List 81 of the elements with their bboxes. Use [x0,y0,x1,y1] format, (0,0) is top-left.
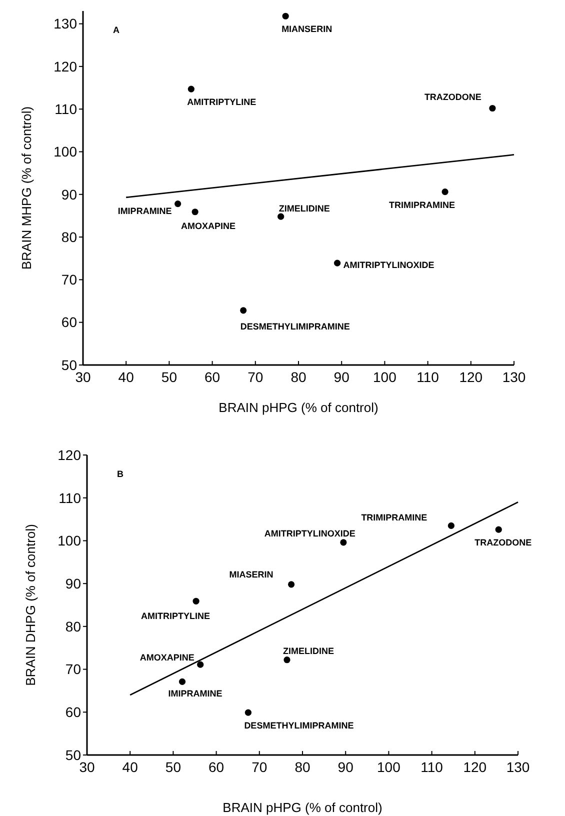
y-tick-label: 60 [61,314,78,330]
y-tick-label: 100 [54,144,78,160]
x-tick-label: 80 [290,369,306,385]
annotation: DESMETHYLIMIPRAMINE [240,321,350,332]
x-tick-label: 90 [334,369,350,385]
annotation: AMOXAPINE [140,652,194,663]
y-tick-label: 70 [61,272,78,288]
annotation: AMITRIPTYLINOXIDE [343,260,434,270]
y-tick-label: 130 [54,16,78,32]
y-tick-label: 120 [54,58,78,74]
annotation: B [117,469,124,479]
y-tick-label: 50 [65,746,82,763]
point [174,200,182,208]
x-tick-label: 80 [294,759,310,775]
annotation: MIANSERIN [282,24,332,34]
annotation: AMITRIPTYLINE [187,97,256,108]
y-tick-label: 80 [61,228,78,245]
point [240,307,247,314]
annotation: IMIPRAMINE [118,206,172,216]
x-tick-label: 100 [373,369,397,385]
x-tick-label: 130 [502,369,526,385]
y-tick-label: 110 [54,100,78,117]
x-tick-label: 120 [459,369,483,385]
x-axis-title: BRAIN pHPG (% of control) [222,800,382,815]
y-tick-label: 50 [61,356,78,373]
y-axis-title: BRAIN MHPG (% of control) [19,106,34,270]
point [442,188,448,196]
annotation: TRAZODONE [424,92,482,102]
annotation: AMITRIPTYLINOXIDE [264,528,356,538]
x-tick-label: 130 [506,759,530,775]
x-tick-label: 30 [75,369,91,385]
point [288,581,295,588]
point [284,656,290,664]
x-axis-title: BRAIN pHPG (% of control) [218,400,378,415]
x-tick-label: 50 [161,369,178,385]
point [282,12,289,20]
point [448,522,454,530]
x-tick-label: 110 [420,759,444,775]
annotation: ZIMELIDINE [282,646,334,656]
point [188,86,194,92]
annotation: DESMETHYLIMIPRAMINE [244,720,354,731]
annotation: AMITRIPTYLINE [141,611,210,622]
point [334,260,341,266]
point [495,526,502,533]
point [192,208,198,216]
x-tick-label: 90 [338,759,354,775]
y-tick-label: 90 [61,186,78,202]
x-tick-label: 40 [122,759,138,775]
point [192,598,200,604]
annotation: IMIPRAMINE [168,688,222,699]
annotation: A [113,25,120,35]
x-tick-label: 70 [252,759,268,775]
point [244,709,252,716]
point [178,678,186,686]
y-tick-label: 120 [58,446,82,463]
point [489,104,496,112]
annotation: TRIMIPRAMINE [389,200,456,210]
x-tick-label: 60 [208,759,224,775]
x-tick-label: 50 [165,759,182,775]
annotation: TRAZODONE [474,538,532,548]
y-tick-label: 100 [58,532,82,549]
x-tick-label: 110 [416,369,440,385]
y-tick-label: 90 [65,575,82,592]
annotation: TRIMIPRAMINE [361,512,428,523]
annotation: ZIMELIDINE [278,204,330,214]
y-axis-title: BRAIN DHPG (% of control) [23,524,38,686]
y-tick-label: 70 [65,661,82,678]
point [278,213,284,220]
y-tick-label: 80 [65,618,82,634]
point [340,539,347,546]
x-tick-label: 100 [377,759,401,775]
x-tick-label: 70 [248,369,264,385]
x-tick-label: 40 [118,369,134,385]
point [197,661,204,668]
y-tick-label: 60 [65,704,82,720]
x-tick-label: 120 [463,759,487,775]
y-tick-label: 110 [58,490,82,506]
annotation: AMOXAPINE [181,220,236,231]
x-tick-label: 60 [204,369,220,385]
x-tick-label: 30 [79,759,95,775]
annotation: MIASERIN [229,569,274,580]
